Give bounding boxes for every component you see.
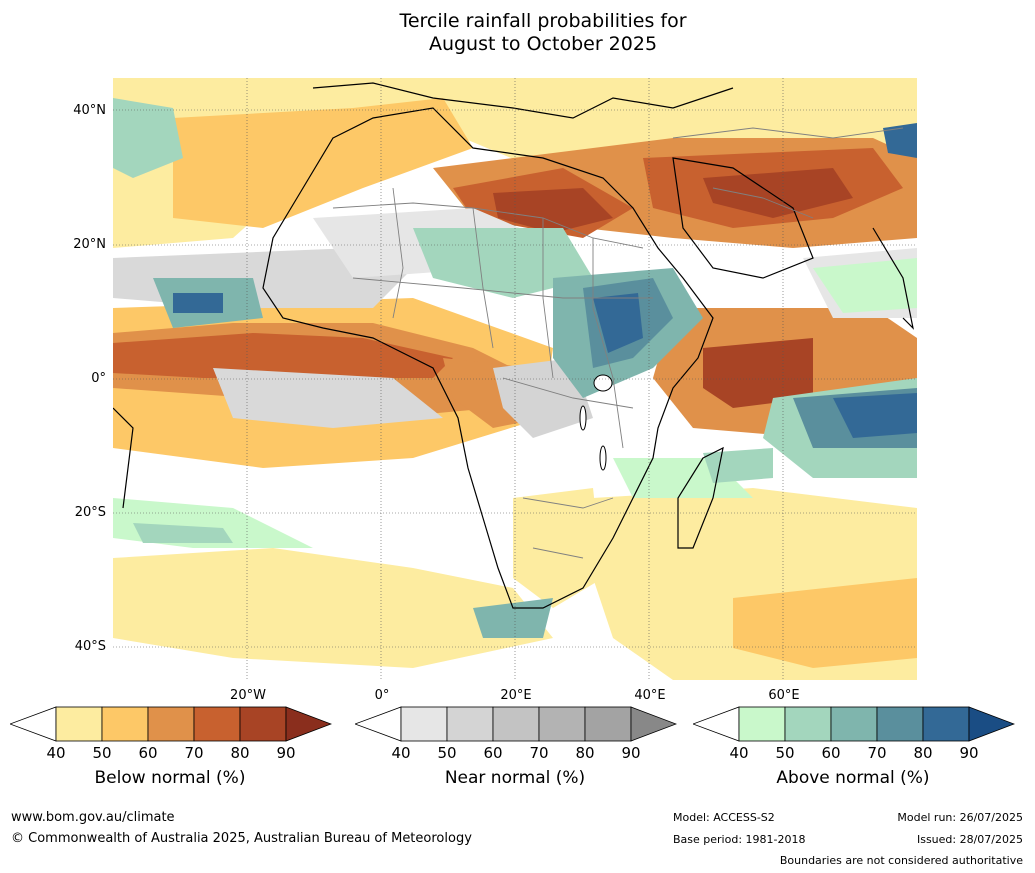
- lon-label-60e: 60°E: [768, 688, 800, 703]
- lon-label-20e: 20°E: [500, 688, 532, 703]
- colorbar-title-near: Near normal (%): [444, 768, 586, 788]
- atlantic-blue: [173, 293, 223, 313]
- europe-coast: [312, 82, 734, 119]
- colorbar-tick: 60: [483, 744, 503, 762]
- north-atlantic-orange: [173, 98, 473, 228]
- arabian-sea-green: [813, 258, 917, 313]
- colorbar-above-arrow-right: [968, 706, 1015, 742]
- lon-label-20w: 20°W: [230, 688, 266, 703]
- colorbar-near-bin-5: [584, 706, 632, 742]
- colorbar-tick: 70: [867, 744, 887, 762]
- north-east-blue: [883, 123, 917, 158]
- colorbar-tick: 50: [437, 744, 457, 762]
- copyright-text: © Commonwealth of Australia 2025, Austra…: [11, 831, 472, 846]
- lon-label-40e: 40°E: [634, 688, 666, 703]
- indian-ocean-brown: [703, 338, 813, 408]
- colorbar-below-bin-2: [101, 706, 149, 742]
- colorbar-tick: 40: [729, 744, 749, 762]
- above-normal-regions: [113, 98, 917, 638]
- colorbar-near-bin-1: [400, 706, 448, 742]
- colorbar-title-above: Above normal (%): [776, 768, 930, 788]
- colorbar-tick: 50: [92, 744, 112, 762]
- colorbar-above-bin-2: [784, 706, 832, 742]
- sahara-core: [493, 188, 613, 233]
- lon-label-0: 0°: [374, 688, 390, 703]
- colorbar-tick: 70: [184, 744, 204, 762]
- south-america-coast: [113, 407, 134, 509]
- title-line-2: August to October 2025: [428, 33, 658, 55]
- lake-malawi: [599, 445, 607, 471]
- colorbar-near-bin-4: [538, 706, 586, 742]
- mozambique-teal: [703, 448, 773, 483]
- lat-label-40n: 40°N: [73, 103, 106, 118]
- graticule: [113, 78, 917, 680]
- equatorial-atlantic-grey: [213, 368, 443, 428]
- south-atlantic-teal: [133, 523, 233, 543]
- colorbar-below-arrow-right: [285, 706, 332, 742]
- colorbar-tick: 40: [46, 744, 66, 762]
- colorbar-above-bin-3: [830, 706, 878, 742]
- colorbar-below-bin-5: [239, 706, 287, 742]
- colorbar-tick: 80: [230, 744, 250, 762]
- lat-label-40s: 40°S: [74, 639, 106, 654]
- title-line-1: Tercile rainfall probabilities for: [399, 10, 687, 32]
- arabia-core: [703, 168, 853, 218]
- colorbar-below-arrow-left: [10, 706, 57, 742]
- lat-label-20n: 20°N: [73, 237, 106, 252]
- colorbar-near-normal: [355, 706, 677, 742]
- south-indian-orange: [733, 578, 917, 668]
- colorbar-above-arrow-left: [693, 706, 740, 742]
- colorbar-tick: 50: [775, 744, 795, 762]
- colorbar-above-bin-1: [738, 706, 786, 742]
- colorbar-tick: 80: [575, 744, 595, 762]
- base-period: Base period: 1981-2018: [673, 833, 806, 846]
- southern-africa-yellow: [513, 488, 603, 608]
- east-africa-core: [593, 293, 643, 353]
- website-link[interactable]: www.bom.gov.au/climate: [11, 810, 175, 825]
- north-atlantic-green: [113, 98, 183, 178]
- madagascar-coast: [677, 446, 724, 549]
- colorbar-tick: 70: [529, 744, 549, 762]
- africa-coast: [262, 107, 714, 609]
- colorbar-near-bin-3: [492, 706, 540, 742]
- lat-label-equator: 0°: [91, 371, 106, 386]
- colorbar-tick: 90: [276, 744, 296, 762]
- colorbar-below-normal: [10, 706, 332, 742]
- model-name: Model: ACCESS-S2: [673, 811, 775, 824]
- colorbar-above-bin-5: [922, 706, 970, 742]
- south-atlantic-yellow: [113, 548, 553, 668]
- colorbar-tick: 60: [821, 744, 841, 762]
- colorbar-above-bin-4: [876, 706, 924, 742]
- boundaries-disclaimer: Boundaries are not considered authoritat…: [779, 854, 1023, 867]
- colorbar-tick: 60: [138, 744, 158, 762]
- colorbar-below-bin-1: [55, 706, 103, 742]
- arabia-coast: [672, 157, 814, 279]
- lake-tanganyika: [579, 405, 587, 431]
- colorbar-tick: 80: [913, 744, 933, 762]
- colorbar-near-bin-2: [446, 706, 494, 742]
- issued-date: Issued: 28/07/2025: [916, 833, 1023, 846]
- colorbar-tick: 90: [621, 744, 641, 762]
- rainfall-probability-map: [113, 78, 917, 680]
- map-title: Tercile rainfall probabilities for Augus…: [0, 10, 1035, 56]
- lake-victoria: [593, 374, 613, 392]
- gulf-guinea-brown: [113, 333, 453, 378]
- colorbar-near-arrow-left: [355, 706, 402, 742]
- colorbar-below-bin-4: [193, 706, 241, 742]
- colorbar-near-arrow-right: [630, 706, 677, 742]
- colorbar-tick: 40: [391, 744, 411, 762]
- sahel-green: [413, 228, 593, 298]
- country-borders: [332, 127, 904, 559]
- colorbar-tick: 90: [959, 744, 979, 762]
- lat-label-20s: 20°S: [74, 505, 106, 520]
- india-coast: [872, 227, 914, 330]
- model-run-date: Model run: 26/07/2025: [897, 811, 1023, 824]
- coastlines: [113, 82, 914, 609]
- colorbar-above-normal: [693, 706, 1015, 742]
- colorbar-below-bin-3: [147, 706, 195, 742]
- lakes: [579, 374, 613, 471]
- indian-ocean-blue: [833, 393, 917, 438]
- colorbar-title-below: Below normal (%): [94, 768, 246, 788]
